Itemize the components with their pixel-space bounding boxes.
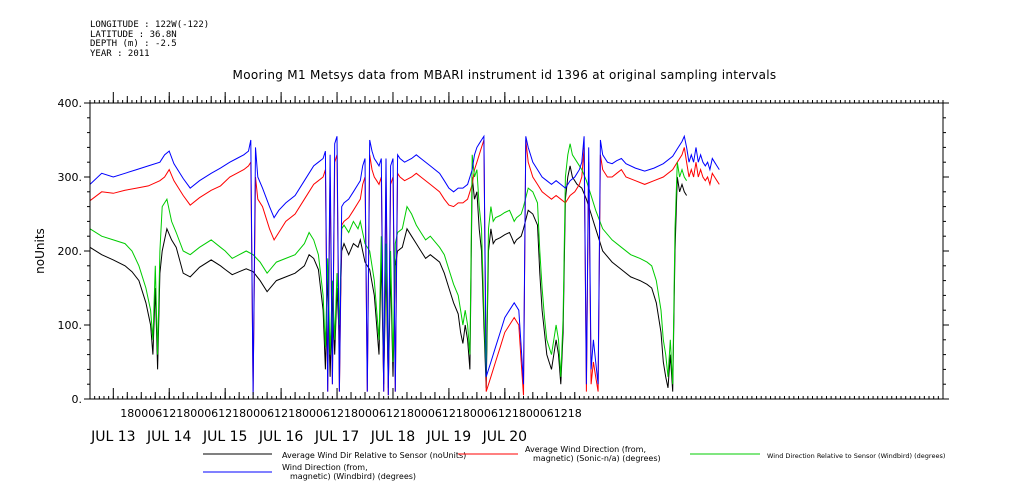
x-date-label: JUL 14: [146, 429, 192, 445]
legend-label-2: Average Wind Direction (from, magnetic) (…: [525, 445, 661, 463]
x-tick-label: 12: [442, 407, 456, 420]
x-tick-label: 00: [190, 407, 204, 420]
x-tick-label: 12: [498, 407, 512, 420]
x-tick-label: 12: [330, 407, 344, 420]
x-tick-label: 00: [302, 407, 316, 420]
series-line-2: [89, 139, 720, 396]
y-tick-label: 400.: [58, 97, 83, 110]
x-date-label: JUL 19: [426, 429, 471, 445]
x-tick-label: 12: [162, 407, 176, 420]
y-tick-label: 0.: [72, 393, 83, 406]
x-tick-label: 06: [260, 407, 274, 420]
meta-year: YEAR : 2011: [90, 48, 150, 59]
meta-latitude: LATITUDE : 36.8N: [90, 29, 177, 40]
x-tick-label: 06: [372, 407, 386, 420]
x-tick-label: 00: [414, 407, 428, 420]
metadata-block: LONGITUDE : 122W(-122) LATITUDE : 36.8N …: [90, 20, 210, 59]
plot-frame: [89, 102, 944, 400]
y-tick-label: 300.: [58, 171, 83, 184]
x-tick-label: 18: [568, 407, 582, 420]
x-tick-label: 12: [218, 407, 232, 420]
x-tick-label: 12: [274, 407, 288, 420]
y-axis-label: noUnits: [33, 228, 47, 274]
x-date-label: JUL 13: [90, 429, 135, 445]
meta-depth: DEPTH (m) : -2.5: [90, 39, 177, 49]
x-tick-label: 18: [400, 407, 414, 420]
x-tick-label: 12: [554, 407, 568, 420]
x-date-label: JUL 17: [314, 429, 359, 445]
x-date-label: JUL 16: [258, 429, 304, 445]
series-line-3: [89, 143, 688, 385]
x-tick-label: 18: [120, 407, 134, 420]
series-line-4: [89, 134, 720, 396]
x-tick-label: 00: [246, 407, 260, 420]
x-tick-label: 06: [428, 407, 442, 420]
x-tick-label: 00: [526, 407, 540, 420]
y-tick-label: 100.: [58, 319, 83, 332]
x-tick-label: 12: [386, 407, 400, 420]
x-tick-label: 18: [288, 407, 302, 420]
legend-layer: Average Wind Dir Relative to Sensor (noU…: [203, 445, 945, 481]
meta-longitude: LONGITUDE : 122W(-122): [90, 20, 210, 30]
x-tick-label: 06: [204, 407, 218, 420]
series-line-1: [89, 165, 688, 392]
x-tick-label: 00: [358, 407, 372, 420]
x-date-label: JUL 18: [370, 429, 415, 445]
legend-label-3: Wind Direction Relative to Sensor (Windb…: [767, 452, 945, 460]
x-tick-label: 06: [148, 407, 162, 420]
legend-label-1: Average Wind Dir Relative to Sensor (noU…: [282, 451, 466, 460]
x-tick-label: 06: [316, 407, 330, 420]
chart-title: Mooring M1 Metsys data from MBARI instru…: [232, 68, 777, 82]
x-tick-label: 00: [470, 407, 484, 420]
x-tick-label: 18: [456, 407, 470, 420]
x-tick-label: 06: [540, 407, 554, 420]
x-tick-label: 18: [232, 407, 246, 420]
legend-label-4: Wind Direction (from, magnetic) (Windbird…: [282, 463, 416, 481]
x-tick-label: 18: [512, 407, 526, 420]
x-tick-label: 06: [484, 407, 498, 420]
x-tick-label: 18: [344, 407, 358, 420]
y-tick-label: 200.: [58, 245, 83, 258]
x-date-label: JUL 20: [482, 429, 527, 445]
x-date-label: JUL 15: [202, 429, 247, 445]
x-tick-label: 00: [134, 407, 148, 420]
x-tick-label: 18: [176, 407, 190, 420]
series-layer: [89, 134, 720, 396]
